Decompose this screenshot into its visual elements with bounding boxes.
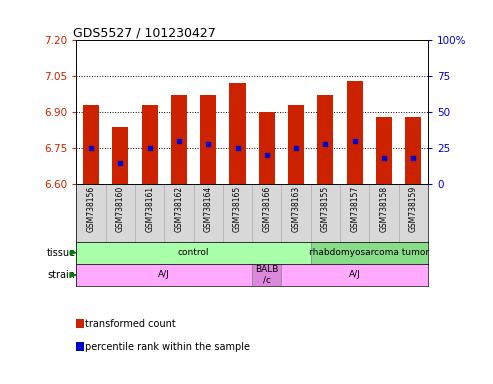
- Text: A/J: A/J: [158, 270, 170, 280]
- Bar: [171, 96, 187, 184]
- Bar: [340, 184, 369, 242]
- Bar: [141, 105, 158, 184]
- Bar: [164, 184, 194, 242]
- Text: GDS5527 / 101230427: GDS5527 / 101230427: [73, 26, 215, 39]
- Text: tissue: tissue: [47, 248, 76, 258]
- Bar: [282, 184, 311, 242]
- Bar: [223, 184, 252, 242]
- Bar: [282, 264, 428, 286]
- Text: GSM738166: GSM738166: [262, 186, 271, 232]
- Text: GSM738159: GSM738159: [409, 186, 418, 232]
- Text: BALB
/c: BALB /c: [255, 265, 279, 285]
- Text: strain: strain: [48, 270, 76, 280]
- Bar: [135, 184, 164, 242]
- Bar: [112, 127, 128, 184]
- Bar: [288, 105, 304, 184]
- Bar: [376, 117, 392, 184]
- Text: GSM738158: GSM738158: [380, 186, 388, 232]
- Bar: [76, 264, 252, 286]
- Bar: [252, 264, 282, 286]
- Text: GSM738156: GSM738156: [87, 186, 96, 232]
- Text: GSM738160: GSM738160: [116, 186, 125, 232]
- Text: rhabdomyosarcoma tumor: rhabdomyosarcoma tumor: [309, 248, 429, 257]
- Bar: [76, 184, 106, 242]
- Bar: [83, 105, 99, 184]
- Bar: [399, 184, 428, 242]
- Bar: [311, 242, 428, 264]
- Bar: [194, 184, 223, 242]
- Bar: [369, 184, 399, 242]
- Bar: [229, 83, 246, 184]
- Bar: [311, 184, 340, 242]
- Bar: [106, 184, 135, 242]
- Text: GSM738155: GSM738155: [321, 186, 330, 232]
- Text: GSM738162: GSM738162: [175, 186, 183, 232]
- Text: GSM738157: GSM738157: [350, 186, 359, 232]
- Bar: [200, 96, 216, 184]
- Text: GSM738164: GSM738164: [204, 186, 213, 232]
- Bar: [252, 184, 282, 242]
- Text: transformed count: transformed count: [85, 319, 176, 329]
- Text: control: control: [178, 248, 210, 257]
- Bar: [259, 112, 275, 184]
- Text: GSM738165: GSM738165: [233, 186, 242, 232]
- Bar: [405, 117, 422, 184]
- Text: A/J: A/J: [349, 270, 360, 280]
- Text: GSM738161: GSM738161: [145, 186, 154, 232]
- Bar: [76, 242, 311, 264]
- Bar: [347, 81, 363, 184]
- Text: percentile rank within the sample: percentile rank within the sample: [85, 342, 250, 352]
- Text: GSM738163: GSM738163: [291, 186, 301, 232]
- Bar: [317, 96, 333, 184]
